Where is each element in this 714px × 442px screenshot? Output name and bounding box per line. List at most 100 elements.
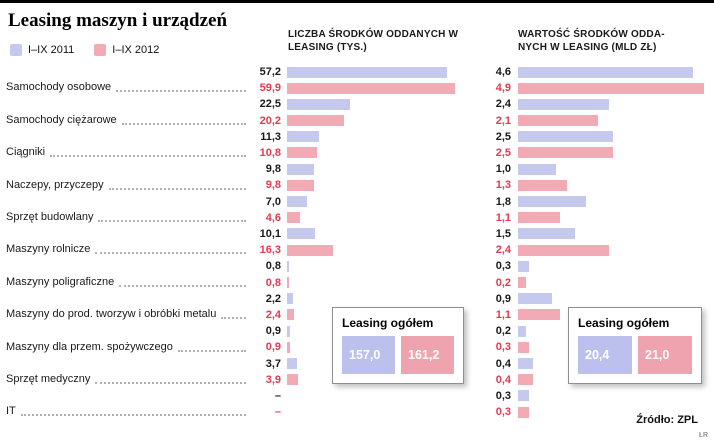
bar xyxy=(287,325,290,337)
value-label: – xyxy=(274,389,281,402)
bar xyxy=(518,358,534,370)
bar-row-2012: 10,8 2,5 xyxy=(0,145,714,161)
value-label: 0,3 xyxy=(495,260,511,273)
bar xyxy=(518,66,693,78)
total-box-title: Leasing ogółem xyxy=(578,316,670,330)
bar-row-2012: 59,9 4,9 xyxy=(0,80,714,96)
category-row: Samochody ciężarowe 22,5 2,4 20,2 2,1 xyxy=(0,96,714,128)
bar-row-2012: 3,9 0,4 xyxy=(0,372,714,388)
category-row: Ciągniki 11,3 2,5 10,8 2,5 xyxy=(0,129,714,161)
category-text: Naczepy, przyczepy xyxy=(6,178,104,191)
bar-row-2012: 16,3 2,4 xyxy=(0,242,714,258)
bar xyxy=(518,325,526,337)
category-label: Naczepy, przyczepy xyxy=(6,179,248,192)
dotted-leader xyxy=(20,414,246,417)
bar xyxy=(518,147,613,159)
bar-row-2012: 2,4 1,1 xyxy=(0,307,714,323)
panel-title-value: WARTOŚĆ ŚRODKÓW ODDA-NYCH W LEASING (MLD… xyxy=(518,29,665,53)
value-label: 0,4 xyxy=(495,373,511,386)
category-text: Sprzęt budowlany xyxy=(6,210,94,223)
value-label: 3,7 xyxy=(265,357,281,370)
value-label: 0,4 xyxy=(495,357,511,370)
value-label: 4,9 xyxy=(495,82,511,95)
category-label: Sprzęt medyczny xyxy=(6,373,248,386)
dotted-leader xyxy=(119,284,246,287)
category-text: Maszyny do prod. tworzyw i obróbki metal… xyxy=(6,308,217,321)
legend-label-2012: I–IX 2012 xyxy=(112,44,160,56)
bar xyxy=(287,293,294,305)
value-label: 2,5 xyxy=(495,130,511,143)
bar xyxy=(518,293,553,305)
panel-title-count: LICZBA ŚRODKÓW ODDANYCH W LEASING (TYS.) xyxy=(288,29,459,53)
value-label: 1,5 xyxy=(495,227,511,240)
bar xyxy=(287,163,315,175)
bar xyxy=(287,115,344,127)
bar xyxy=(518,260,530,272)
value-label: 57,2 xyxy=(259,66,281,78)
value-label: 9,8 xyxy=(265,163,281,176)
bar-row-2011: 7,0 1,8 xyxy=(0,194,714,210)
value-label: 2,4 xyxy=(265,308,281,321)
category-text: Maszyny poligraficzne xyxy=(6,275,115,288)
category-text: Sprzęt medyczny xyxy=(6,372,91,385)
category-row: Naczepy, przyczepy 9,8 1,0 9,8 1,3 xyxy=(0,161,714,193)
bar xyxy=(518,82,705,94)
value-label: 1,0 xyxy=(495,163,511,176)
category-label: Maszyny dla przem. spożywczego xyxy=(6,341,248,354)
bar xyxy=(518,131,613,143)
total-value-2012: 21,0 xyxy=(638,336,692,374)
bar xyxy=(287,131,319,143)
total-count-2011: 157,0 xyxy=(342,336,395,374)
bar-row-2011: 3,7 0,4 xyxy=(0,356,714,372)
value-label: 1,3 xyxy=(495,179,511,192)
bar xyxy=(518,374,534,386)
bar xyxy=(518,115,598,127)
bar xyxy=(518,98,610,110)
bar xyxy=(518,228,575,240)
top-rule xyxy=(0,0,714,3)
category-label: Maszyny rolnicze xyxy=(6,243,248,256)
bar-row-2012: 0,9 0,3 xyxy=(0,339,714,355)
value-label: 9,8 xyxy=(265,179,281,192)
value-label: 1,8 xyxy=(495,195,511,208)
dotted-leader xyxy=(108,187,246,190)
bar-row-2012: 20,2 2,1 xyxy=(0,113,714,129)
value-label: 0,8 xyxy=(265,260,281,273)
legend-item-2011: I–IX 2011 xyxy=(10,44,74,56)
total-box-title: Leasing ogółem xyxy=(342,316,434,330)
bar-row-2011: 2,2 0,9 xyxy=(0,291,714,307)
value-label: 2,5 xyxy=(495,146,511,159)
category-label: Samochody osobowe xyxy=(6,81,248,94)
source-note: Źródło: ZPL xyxy=(636,414,698,426)
bar xyxy=(287,212,300,224)
value-label: 0,3 xyxy=(495,389,511,402)
value-label: 10,8 xyxy=(259,146,281,159)
legend: I–IX 2011 I–IX 2012 xyxy=(10,44,159,56)
bar xyxy=(287,309,294,321)
value-label: 0,9 xyxy=(265,341,281,354)
category-text: Ciągniki xyxy=(6,146,46,159)
dotted-leader xyxy=(177,349,246,352)
dotted-leader xyxy=(95,252,246,255)
dotted-leader xyxy=(121,122,246,125)
value-label: 0,2 xyxy=(495,325,511,338)
value-label: 2,2 xyxy=(265,292,281,305)
bar xyxy=(287,228,316,240)
bar xyxy=(518,277,526,289)
category-label: Maszyny do prod. tworzyw i obróbki metal… xyxy=(6,308,248,321)
bar-row-2012: 0,8 0,2 xyxy=(0,275,714,291)
value-label: 22,5 xyxy=(259,98,281,111)
category-label: Ciągniki xyxy=(6,146,248,159)
bar xyxy=(518,406,530,418)
legend-label-2011: I–IX 2011 xyxy=(28,44,75,56)
dotted-leader xyxy=(98,219,246,222)
bar xyxy=(518,212,560,224)
bar xyxy=(518,390,530,402)
chart-area: Samochody osobowe 57,2 4,6 59,9 4,9 Samochody… xyxy=(0,64,714,420)
bar-row-2011: 10,1 1,5 xyxy=(0,226,714,242)
value-label: 0,9 xyxy=(265,325,281,338)
bar-row-2011: 11,3 2,5 xyxy=(0,129,714,145)
category-text: Samochody osobowe xyxy=(6,81,112,94)
page-title: Leasing maszyn i urządzeń xyxy=(8,10,228,31)
